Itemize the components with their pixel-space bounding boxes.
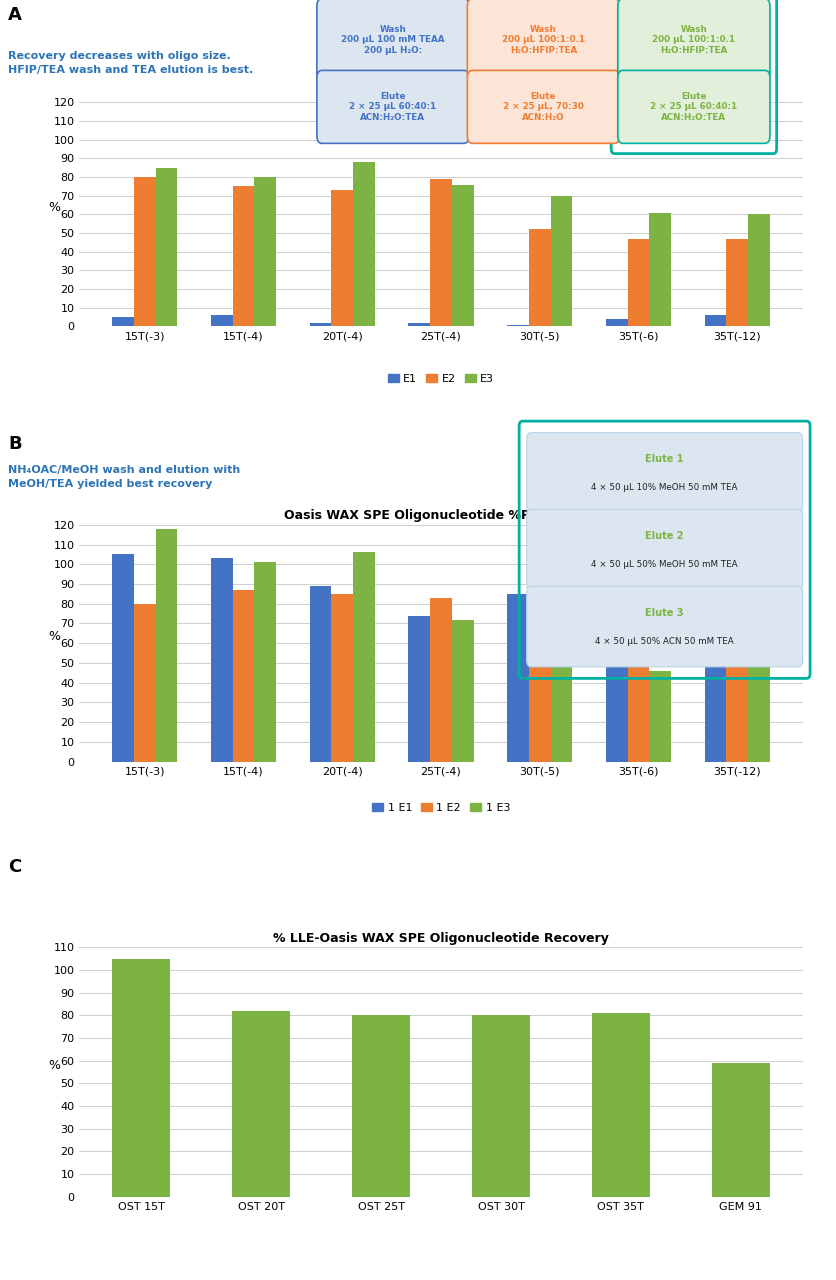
Bar: [451, 184, 473, 326]
Bar: [529, 594, 551, 762]
Text: Elute
2 × 25 μL, 70:30
ACN:H₂O: Elute 2 × 25 μL, 70:30 ACN:H₂O: [503, 92, 584, 122]
Bar: [451, 620, 473, 762]
Text: 4 × 50 μL 50% ACN 50 mM TEA: 4 × 50 μL 50% ACN 50 mM TEA: [595, 637, 734, 646]
Bar: [331, 191, 353, 326]
Bar: [606, 319, 628, 326]
Bar: [650, 671, 671, 762]
Bar: [155, 168, 177, 326]
Bar: [211, 315, 232, 326]
Bar: [650, 212, 671, 326]
Bar: [353, 553, 375, 762]
Bar: [309, 586, 331, 762]
Bar: [628, 600, 650, 762]
Text: 4 × 50 μL 10% MeOH 50 mM TEA: 4 × 50 μL 10% MeOH 50 mM TEA: [591, 484, 738, 493]
Bar: [232, 187, 254, 326]
Bar: [507, 325, 529, 326]
Bar: [551, 196, 573, 326]
Text: Recovery decreases with oligo size.
HFIP/TEA wash and TEA elution is best.: Recovery decreases with oligo size. HFIP…: [8, 51, 253, 76]
Bar: [748, 214, 770, 326]
Bar: [472, 1015, 530, 1197]
Bar: [134, 177, 155, 326]
Text: Elute 2: Elute 2: [645, 531, 684, 541]
Bar: [232, 590, 254, 762]
Bar: [112, 554, 134, 762]
Text: Wash
200 μL 100:1:0.1
H₂O:HFIP:TEA: Wash 200 μL 100:1:0.1 H₂O:HFIP:TEA: [502, 24, 585, 55]
Text: B: B: [8, 435, 22, 453]
Bar: [353, 163, 375, 326]
Y-axis label: %: %: [48, 630, 60, 643]
Bar: [592, 1012, 650, 1197]
Bar: [748, 645, 770, 762]
Bar: [529, 229, 551, 326]
Text: Elute
2 × 25 μL 60:40:1
ACN:H₂O:TEA: Elute 2 × 25 μL 60:40:1 ACN:H₂O:TEA: [650, 92, 737, 122]
Legend: 1 E1, 1 E2, 1 E3: 1 E1, 1 E2, 1 E3: [368, 799, 514, 818]
Bar: [112, 959, 170, 1197]
Text: NH₄OAC/MeOH wash and elution with
MeOH/TEA yielded best recovery: NH₄OAC/MeOH wash and elution with MeOH/T…: [8, 465, 241, 489]
Title: Oasis HLB SPE OST %Recovery: Oasis HLB SPE OST %Recovery: [334, 87, 548, 100]
Text: Elute
2 × 25 μL 60:40:1
ACN:H₂O:TEA: Elute 2 × 25 μL 60:40:1 ACN:H₂O:TEA: [349, 92, 436, 122]
Bar: [254, 562, 276, 762]
Bar: [551, 564, 573, 762]
Bar: [705, 315, 726, 326]
Bar: [232, 1011, 290, 1197]
Title: % LLE-Oasis WAX SPE Oligonucleotide Recovery: % LLE-Oasis WAX SPE Oligonucleotide Reco…: [273, 932, 609, 945]
Bar: [705, 598, 726, 762]
Text: Elute 3: Elute 3: [645, 608, 684, 618]
Bar: [712, 1062, 770, 1197]
Bar: [628, 238, 650, 326]
Bar: [352, 1015, 410, 1197]
Text: C: C: [8, 858, 22, 876]
Bar: [254, 177, 276, 326]
Bar: [606, 602, 628, 762]
Y-axis label: %: %: [48, 1059, 60, 1073]
Legend: E1, E2, E3: E1, E2, E3: [383, 369, 499, 388]
Bar: [155, 529, 177, 762]
Bar: [112, 317, 134, 326]
Bar: [211, 558, 232, 762]
Text: Wash
200 μL 100 mM TEAA
200 μL H₂O:: Wash 200 μL 100 mM TEAA 200 μL H₂O:: [341, 24, 445, 55]
Bar: [726, 612, 748, 762]
Text: A: A: [8, 6, 23, 24]
Bar: [331, 594, 353, 762]
Bar: [431, 598, 451, 762]
Text: Elute 1: Elute 1: [645, 454, 684, 465]
Bar: [309, 323, 331, 326]
Bar: [134, 604, 155, 762]
Y-axis label: %: %: [48, 201, 60, 214]
Bar: [409, 616, 431, 762]
Title: Oasis WAX SPE Oligonucleotide %Recoveries: Oasis WAX SPE Oligonucleotide %Recoverie…: [284, 509, 598, 522]
Bar: [409, 323, 431, 326]
Text: 4 × 50 μL 50% MeOH 50 mM TEA: 4 × 50 μL 50% MeOH 50 mM TEA: [591, 561, 738, 570]
Bar: [726, 238, 748, 326]
Bar: [431, 179, 451, 326]
Bar: [507, 594, 529, 762]
Text: Wash
200 μL 100:1:0.1
H₂O:HFIP:TEA: Wash 200 μL 100:1:0.1 H₂O:HFIP:TEA: [652, 24, 736, 55]
